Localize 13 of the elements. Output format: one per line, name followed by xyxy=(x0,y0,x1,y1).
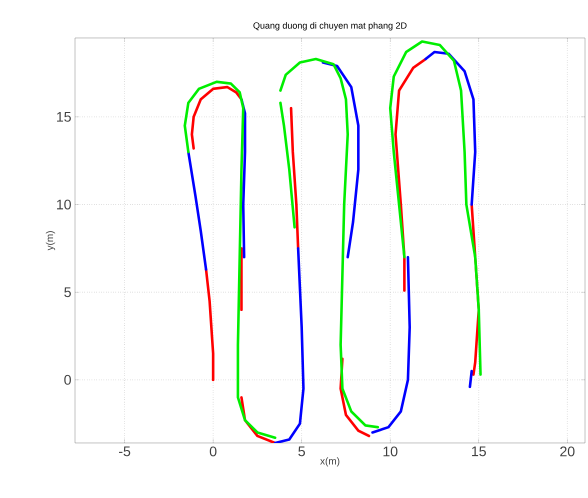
x-tick-label: 5 xyxy=(298,446,305,456)
y-axis-title: y(m) xyxy=(46,231,56,250)
chart-title: Quang duong di chuyen mat phang 2D xyxy=(253,22,407,30)
x-tick-label: 10 xyxy=(384,446,398,456)
x-tick-label: 15 xyxy=(472,446,486,456)
y-tick-label: 5 xyxy=(64,287,71,298)
x-tick-label: 0 xyxy=(210,446,216,456)
x-axis-title: x(m) xyxy=(320,457,340,466)
y-tick-label: 10 xyxy=(57,200,71,210)
x-tick-label: -5 xyxy=(119,446,130,456)
y-tick-label: 0 xyxy=(64,374,71,385)
y-tick-label: 15 xyxy=(57,112,71,122)
x-tick-label: 20 xyxy=(560,446,575,456)
